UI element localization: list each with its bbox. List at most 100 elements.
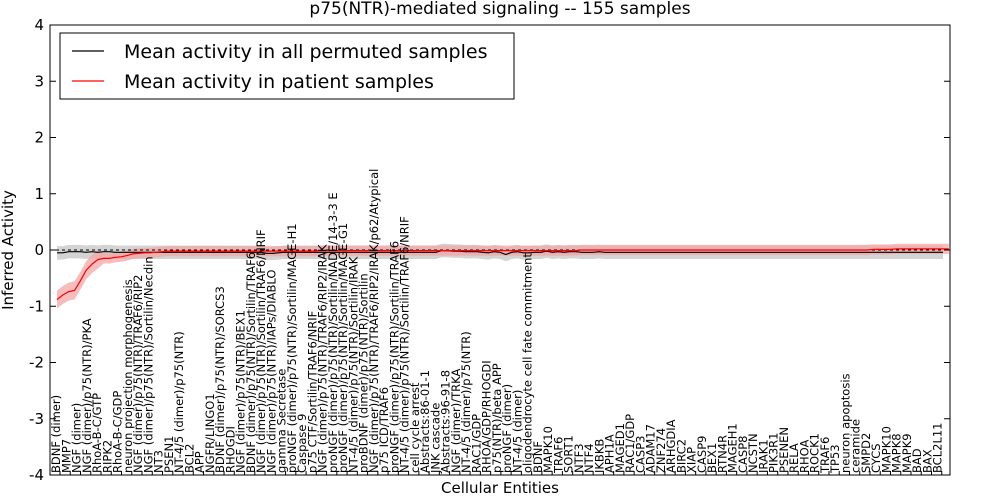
x-tick-label: MAPK9 [900,433,914,473]
x-tick-label: BAD [910,448,924,473]
x-tick-label: NGF (dimer)/p75(NTR)/Sortilin/Necdin [141,256,155,473]
x-tick-label: ROCK1 [808,433,822,473]
x-tick-label: proNGF (dimer)/p75(NTR)/Sortilin/NADE/14… [326,192,340,473]
legend-label-patient: Mean activity in patient samples [124,71,434,93]
x-tick-label: NGF (dimer)/p75(NTR)/Sortilin/TRAF6/NRIF [254,229,268,473]
x-tick-label: BDNF (dimer) [49,395,63,473]
y-tick-label: 3 [34,72,44,90]
x-tick-label: cell cycle arrest [408,382,422,473]
y-tick-label: -3 [29,410,44,428]
x-axis-label: Cellular Entities [441,479,559,497]
x-tick-label: CYCS [869,443,883,473]
x-tick-label: p75 CTF/Sortilin/TRAF6/NRIF [305,311,319,473]
x-tick-label: proNGF (dimer) [500,384,514,473]
x-tick-label: NGFR/LINGO1 [203,393,217,473]
x-tick-label: NGF (dimer)/p75(NTR)/TRAF6/RIP2 [131,275,145,473]
y-axis-label: Inferred Activity [0,190,17,310]
series-line-permuted [57,250,943,256]
x-tick-label: RIPK2 [100,440,114,473]
x-tick-label: proNGF (dimer)/p75(NTR)/Sortilin/TRAF6 [387,241,401,473]
x-tick-label: NT-4/5 (dimer)/p75(NTR)/Sortilin/TRAF6/N… [398,216,412,473]
x-tick-label: BCL2 [182,444,196,473]
y-tick-label: 1 [34,185,44,203]
legend-box [59,32,515,100]
x-tick-label: CASP8 [736,436,750,473]
x-tick-label: Abstracts:96-91-8 [439,370,453,473]
x-tick-label: proBDNF (dimer)/p75(NTR)/Sortilin [357,273,371,473]
x-tick-label: BEX1 [705,443,719,473]
x-tick-label: CASP3 [633,436,647,473]
x-tick-label: ADAM17 [644,424,658,473]
x-tick-label: MAPK10 [541,426,555,473]
y-tick-label: -4 [29,466,44,484]
x-tick-label: CASP9 [695,436,709,473]
x-tick-label: RhoA-B-C/GTP [90,393,104,473]
x-tick-label: NGF (dimer) [70,403,84,473]
legend-label-permuted: Mean activity in all permuted samples [124,41,487,63]
x-tick-label: BAX [921,449,935,473]
x-tick-label: NT-4/5 (dimer)/p75(NTR)/Sortilin/IRAK [346,256,360,473]
x-tick-label: gamma Secretase [275,369,289,473]
x-tick-label: BDNF (dimer)/p75(NTR)/SORCS3 [213,286,227,473]
x-tick-label: oligodendrocyte cell fate commitment [521,253,535,473]
series-line-patient [56,248,949,300]
x-tick-label: NT-4/5 (dimer) [510,390,524,473]
x-tick-label: BDNF (dimer)/p75(NTR)/Sortilin/TRAF6 [244,252,258,473]
x-tick-label: p75(NTR)/beta APP [490,363,504,473]
x-tick-label: Caspase 9 [295,414,309,473]
x-tick-label: RHOA [798,440,812,473]
x-tick-label: SMPD2 [859,433,873,473]
x-tick-label: RhoA-B-C/GDP [111,391,125,473]
x-tick-label: XIAP [685,447,699,473]
y-tick-label: 2 [34,129,44,147]
x-tick-label: NGF (dimer)/p75(NTR)/BEX1 [234,310,248,473]
x-tick-label: ARHGDIA [664,419,678,473]
x-tick-label: neuron projection morphogenesis [121,279,135,473]
x-tick-label: RAC1/GDP [469,414,483,473]
x-tick-label: NGF (dimer)/p75(NTR)/PKA [80,318,94,473]
x-tick-label: IKBKB [592,439,606,473]
x-tick-label: PSEN1 [162,436,176,473]
x-tick-label: NGF (dimer)/p75(NTR)/TRAF6/RIP2/IRAK [316,244,330,473]
x-tick-label: NGF (dimer)/p75(NTR)/IAPs/DIABLO [264,270,278,473]
x-tick-label: SORT1 [562,435,576,473]
x-tick-label: IRAK1 [756,439,770,473]
x-tick-label: NCSTN [746,433,760,473]
y-tick-label: -1 [29,297,44,315]
x-tick-label: BCL2L11 [931,423,945,473]
x-tick-label: RHOGDI [223,426,237,473]
x-tick-label: MAPK8 [890,433,904,473]
x-tick-label: NGF (dimer)/p75(NTR)/TRAF6/RIP2/IRAK/p62… [367,169,381,473]
x-tick-label: MAGEH1 [726,423,740,473]
y-tick-label: 0 [34,241,44,259]
x-tick-label: NT-4/5 (dimer)/p75(NTR) [459,331,473,473]
x-tick-label: ZNF274 [654,428,668,473]
x-tick-label: RAC1/GDP [623,414,637,473]
y-tick-label: 4 [34,16,44,34]
x-tick-label: ceramide [849,419,863,473]
x-tick-label: TRAF6 [551,437,565,474]
x-tick-label: RTN4R [715,435,729,473]
x-tick-label: MAPK10 [880,426,894,473]
x-tick-label: Abstracts:86-01-1 [418,370,432,473]
x-tick-label: BIRC2 [674,439,688,473]
x-tick-label: PIK3R1 [767,433,781,474]
x-tick-label: APP [193,451,207,473]
x-tick-label: PSENEN [777,427,791,473]
x-tick-label: proNGF (dimer)/p75(NTR)/Sortilin/MAGE-G1 [336,223,350,473]
x-tick-label: neuron apoptosis [839,373,853,473]
x-tick-label: proNGF (dimer)/p75(NTR)/Sortilin/MAGE-H1 [285,223,299,473]
x-tick-label: MMP7 [59,439,73,473]
x-tick-label: RHOA/GDP/RHOGDI [480,360,494,473]
x-tick-label: NTF3 [572,443,586,473]
x-tick-label: p75 ICD/TRAF6 [377,387,391,473]
x-tick-label: NGF (dimer)/TRKA [449,369,463,473]
x-tick-label: TP53 [828,444,842,474]
chart-title: p75(NTR)-mediated signaling -- 155 sampl… [309,0,690,19]
x-tick-label: JNK cascade [428,403,442,474]
x-tick-label: RELA [787,443,801,473]
x-tick-label: BDNF [531,441,545,473]
x-tick-label: NT3 [152,450,166,473]
